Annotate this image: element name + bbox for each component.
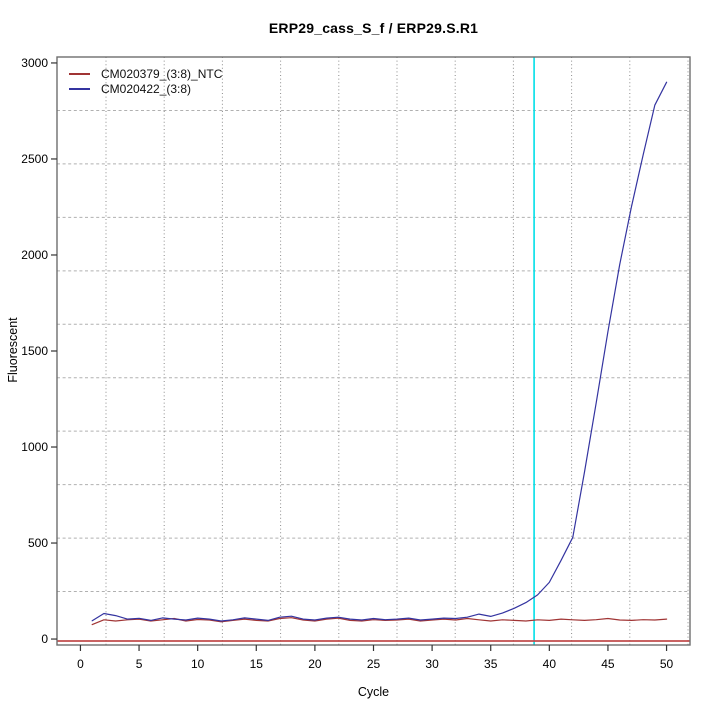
legend-line-swatch-red [69, 72, 90, 75]
x-tick-label: 40 [543, 657, 557, 671]
chart-title: ERP29_cass_S_f / ERP29.S.R1 [268, 20, 479, 36]
x-tick-label: 45 [601, 657, 615, 671]
legend-line-swatch-blue [69, 87, 90, 90]
plot-border [56, 56, 691, 646]
x-tick-label: 10 [191, 657, 205, 671]
y-tick-label: 1000 [21, 440, 48, 454]
y-axis-title: Fluorescent [6, 317, 20, 383]
y-tick-label: 1500 [21, 344, 48, 358]
legend-label-ntc: CM020379_(3:8)_NTC [101, 66, 223, 81]
legend-item-ntc: CM020379_(3:8)_NTC [69, 66, 222, 81]
y-tick-label: 2500 [21, 152, 48, 166]
x-tick-label: 0 [77, 657, 84, 671]
legend: CM020379_(3:8)_NTC CM020422_(3:8) [69, 66, 222, 96]
x-tick-label: 30 [425, 657, 439, 671]
legend-label-sample: CM020422_(3:8) [101, 81, 192, 96]
y-tick-label: 500 [28, 536, 48, 550]
x-tick-label: 50 [660, 657, 674, 671]
x-tick-label: 5 [136, 657, 143, 671]
x-tick-label: 20 [308, 657, 322, 671]
ntc-curve [91, 617, 668, 626]
y-tick-label: 3000 [21, 56, 48, 70]
sample-amplification-curve [91, 81, 668, 622]
legend-item-sample: CM020422_(3:8) [69, 81, 222, 96]
x-axis-title: Cycle [357, 685, 390, 699]
y-tick-label: 2000 [21, 248, 48, 262]
x-tick-label: 35 [484, 657, 498, 671]
x-tick-label: 15 [250, 657, 264, 671]
y-tick-label: 0 [41, 632, 48, 646]
x-tick-label: 25 [367, 657, 381, 671]
